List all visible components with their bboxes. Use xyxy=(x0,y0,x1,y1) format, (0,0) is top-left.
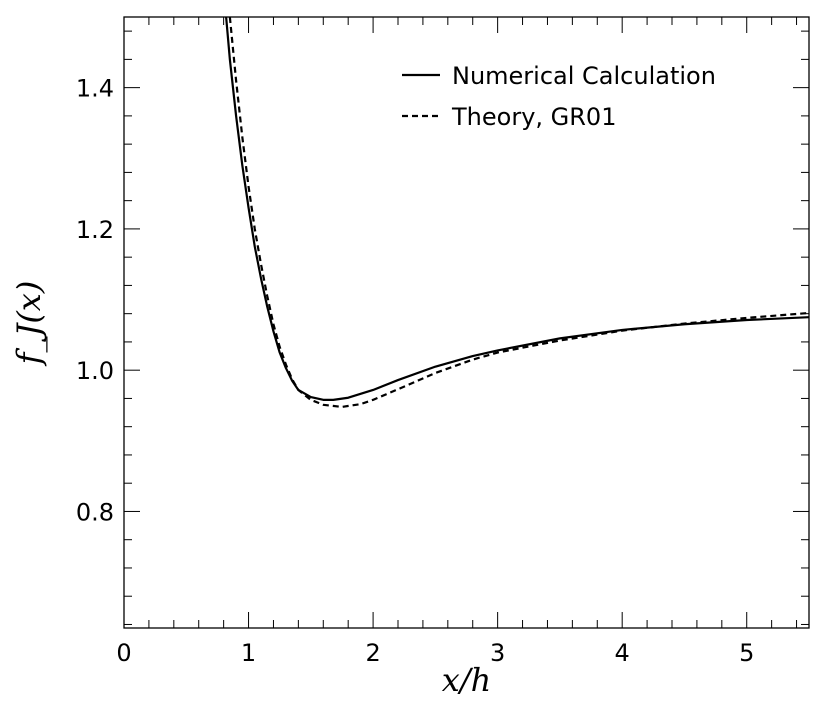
x-tick-label: 1 xyxy=(241,639,256,667)
y-tick-label: 1.4 xyxy=(76,75,114,103)
legend: Numerical Calculation Theory, GR01 xyxy=(402,62,716,131)
y-tick-label: 1.2 xyxy=(76,216,114,244)
numerical-series-line xyxy=(225,17,809,401)
plot-content xyxy=(225,17,809,409)
x-tick-label: 2 xyxy=(365,639,380,667)
x-tick-label: 4 xyxy=(615,639,630,667)
x-axis-label: x/h xyxy=(442,661,491,699)
legend-label: Theory, GR01 xyxy=(451,103,616,131)
y-tick-label: 0.8 xyxy=(76,498,114,526)
x-tick-label: 3 xyxy=(490,639,505,667)
y-tick-label: 1.0 xyxy=(76,357,114,385)
x-tick-label: 0 xyxy=(116,639,131,667)
x-tick-label: 5 xyxy=(739,639,754,667)
tick-labels: 0 1 2 3 4 5 0.8 1.0 1.2 1.4 xyxy=(76,75,755,667)
plot-frame xyxy=(123,16,810,629)
axis-ticks xyxy=(123,17,809,628)
y-axis-label: f_J(x) xyxy=(10,281,48,367)
legend-label: Numerical Calculation xyxy=(452,62,716,90)
theory-series-line xyxy=(228,17,809,409)
